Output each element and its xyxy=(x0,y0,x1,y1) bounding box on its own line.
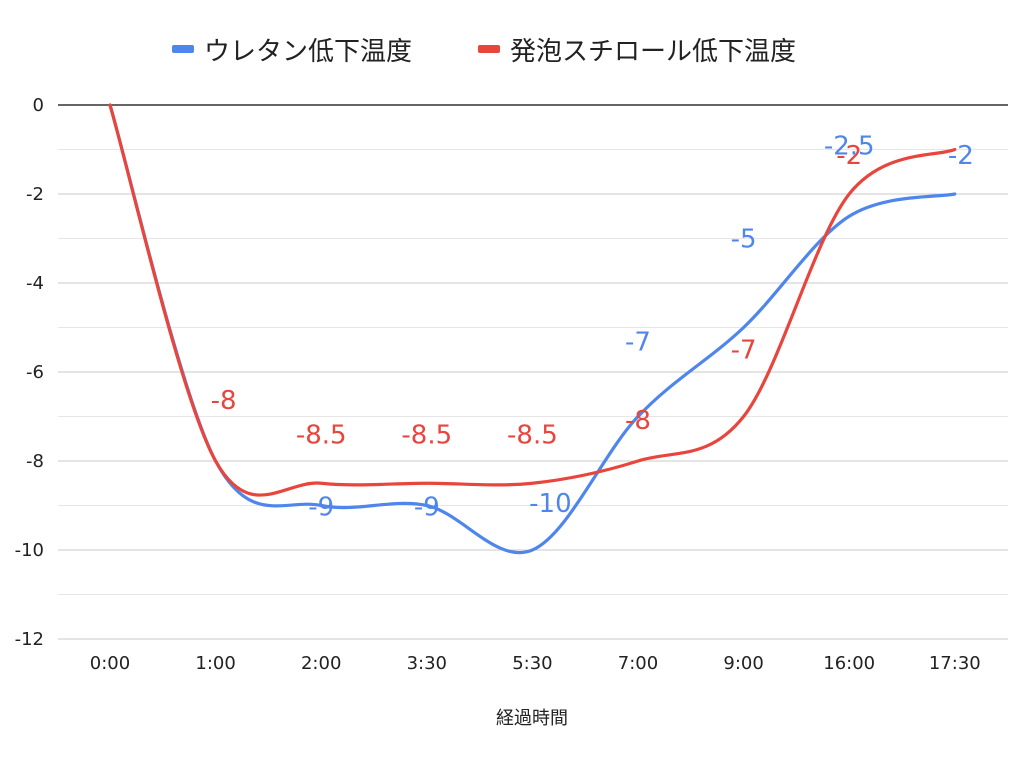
x-tick-label: 1:00 xyxy=(195,653,235,674)
y-tick-label: -6 xyxy=(26,362,44,383)
legend-swatch-urethane xyxy=(172,45,194,53)
series-lines xyxy=(108,103,957,554)
y-tick-label: -4 xyxy=(26,273,44,294)
legend-swatch-styrofoam xyxy=(478,45,500,53)
x-tick-label: 7:00 xyxy=(618,653,658,674)
data-label-urethane: -7 xyxy=(625,328,651,358)
x-axis-title: 経過時間 xyxy=(496,708,568,729)
x-tick-label: 16:00 xyxy=(823,653,875,674)
y-axis-ticks: 0 -2 -4 -6 -8 -10 -12 xyxy=(15,95,44,650)
legend-label-styrofoam: 発泡スチロール低下温度 xyxy=(510,37,796,67)
legend-label-urethane: ウレタン低下温度 xyxy=(204,37,412,67)
y-tick-label: -8 xyxy=(26,451,44,472)
x-tick-label: 5:30 xyxy=(512,653,552,674)
gridlines xyxy=(58,104,1008,640)
data-label-urethane: -5 xyxy=(731,225,757,255)
data-label-styrofoam: -8 xyxy=(211,386,237,416)
y-tick-label: -2 xyxy=(26,184,44,205)
x-tick-label: 2:00 xyxy=(301,653,341,674)
data-label-styrofoam: -8 xyxy=(625,406,651,436)
y-tick-label: 0 xyxy=(33,95,44,116)
data-label-urethane: -10 xyxy=(529,489,571,519)
x-tick-label: 9:00 xyxy=(723,653,763,674)
y-tick-label: -10 xyxy=(15,540,44,561)
data-label-urethane: -9 xyxy=(308,493,334,523)
data-label-urethane: -2.5 xyxy=(824,131,875,161)
x-tick-label: 3:30 xyxy=(407,653,447,674)
data-label-urethane: -9 xyxy=(414,493,440,523)
x-tick-label: 0:00 xyxy=(90,653,130,674)
y-tick-label: -12 xyxy=(15,629,44,650)
series-line-styrofoam xyxy=(108,103,957,497)
data-labels: -8-8.5 -8.5 -8.5 -8-7-2-9 -9 -10-7-5-2.5 -2 xyxy=(211,131,974,522)
data-label-styrofoam: -7 xyxy=(731,336,757,366)
data-label-styrofoam: -8.5 xyxy=(401,420,452,450)
data-label-styrofoam: -8.5 xyxy=(296,420,347,450)
legend: ウレタン低下温度 発泡スチロール低下温度 xyxy=(172,37,796,67)
data-label-styrofoam: -8.5 xyxy=(507,420,558,450)
x-tick-label: 17:30 xyxy=(929,653,981,674)
data-label-styrofoam: -2 xyxy=(836,141,862,171)
x-axis-ticks: 0:00 1:00 2:00 3:30 5:30 7:00 9:00 16:00 17:30 xyxy=(90,653,981,674)
data-label-urethane: -2 xyxy=(948,141,974,171)
